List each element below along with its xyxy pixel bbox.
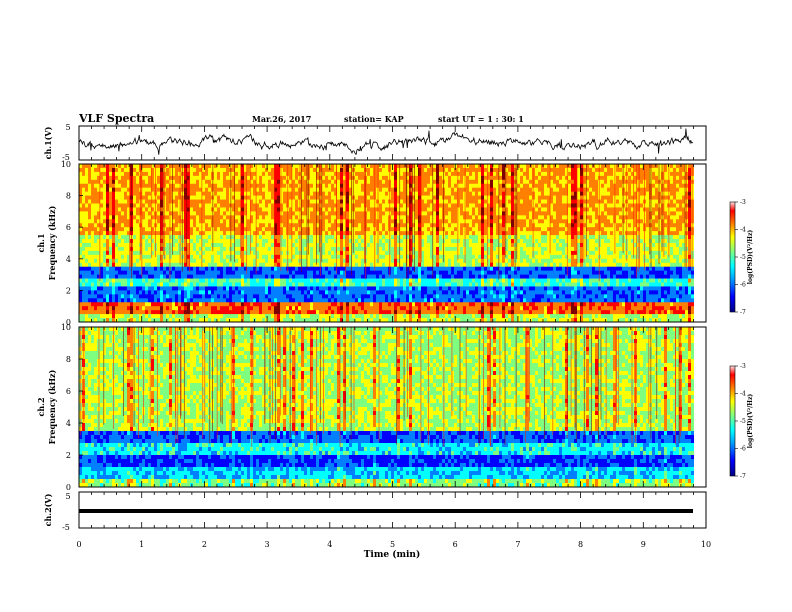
x-tick-label-0: 0 [76, 540, 81, 549]
x-tick-label-9: 9 [641, 540, 646, 549]
freq-tick-label-4: 4 [66, 255, 71, 264]
waveform-ch2-ytick-bottom: -5 [62, 523, 70, 532]
x-tick-label-6: 6 [453, 540, 458, 549]
x-tick-label-7: 7 [515, 540, 520, 549]
colorbar-ch2-gradient [729, 365, 736, 477]
station-label: station= KAP [344, 114, 404, 124]
freq-tick-label-10: 10 [61, 323, 71, 332]
colorbar-tick-label--4: -4 [740, 391, 746, 398]
waveform-ch1-panel: 5 -5 ch.1(V) [43, 123, 707, 162]
x-tick-label-5: 5 [390, 540, 395, 549]
colorbar-tick-label--7: -7 [740, 473, 746, 480]
waveform-ch1-ytick-bottom: -5 [62, 153, 70, 162]
x-tick-label-2: 2 [202, 540, 207, 549]
waveform-ch2-ticks [78, 492, 707, 528]
freq-tick-label-2: 2 [66, 286, 71, 295]
freq-tick-label-2: 2 [66, 451, 71, 460]
spectrogram-ch1-ticks [78, 164, 707, 322]
colorbar-tick-label--7: -7 [740, 309, 746, 316]
colorbar-ch1-gradient [729, 201, 736, 313]
freq-tick-label-6: 6 [66, 223, 71, 232]
freq-tick-label-10: 10 [61, 160, 71, 169]
freq-tick-label-8: 8 [66, 355, 71, 364]
x-tick-label-4: 4 [327, 540, 332, 549]
colorbar-tick-label--6: -6 [740, 282, 746, 289]
spectrogram-ch2-ytick-labels: 0 2 4 6 8 10 [61, 323, 83, 492]
colorbar-tick-label--5: -5 [740, 418, 746, 425]
spectrogram-ch2-panel: 0 2 4 6 8 10 ch.2 Frequency (kHz) -3 -4 -5 -6 -7 … [36, 323, 754, 492]
x-tick-label-10: 10 [701, 540, 711, 549]
waveform-ch1-ticks [78, 126, 707, 160]
x-tick-label-1: 1 [139, 540, 144, 549]
waveform-ch2-ylabel: ch.2(V) [43, 493, 53, 526]
colorbar-ch2-label: log(PSD)(V²/Hz) [747, 394, 754, 449]
spectrogram-cells [79, 327, 694, 488]
x-tick-label-3: 3 [265, 540, 270, 549]
x-axis-label: Time (min) [364, 549, 421, 560]
colorbar-tick-label--4: -4 [740, 227, 746, 234]
x-axis-tick-labels: 0 1 2 3 4 5 6 7 8 9 10 [76, 540, 711, 549]
spectrogram-ch1-image [79, 164, 706, 323]
spectrogram-ch1-ylabel-channel: ch.1 [36, 233, 46, 252]
spectrogram-ch1-panel: 0 2 4 6 8 10 ch.1 Frequency (kHz) -3 -4 -5 -6 -7 … [36, 160, 754, 327]
freq-tick-label-8: 8 [66, 192, 71, 201]
freq-tick-label-4: 4 [66, 419, 71, 428]
spectrogram-ch1-ytick-labels: 0 2 4 6 8 10 [61, 160, 83, 327]
figure-title: VLF Spectra [78, 112, 154, 125]
colorbar-ch1: -3 -4 -5 -6 -7 log(PSD)(V²/Hz) [729, 199, 754, 316]
colorbar-tick-label--5: -5 [740, 254, 746, 261]
start-time-label: start UT = 1 : 30: 1 [438, 114, 524, 124]
x-tick-label-8: 8 [578, 540, 583, 549]
freq-tick-label-6: 6 [66, 387, 71, 396]
colorbar-ch1-label: log(PSD)(V²/Hz) [747, 230, 754, 285]
waveform-ch1-ylabel: ch.1(V) [43, 126, 53, 159]
freq-tick-label-0: 0 [66, 483, 71, 492]
freq-tick-label-0: 0 [66, 318, 71, 327]
spectrogram-ch2-ticks [78, 327, 707, 487]
waveform-ch2-ytick-top: 5 [65, 492, 70, 501]
spectrogram-ch2-image [79, 327, 706, 488]
date-label: Mar.26, 2017 [252, 114, 311, 124]
waveform-ch1-ytick-top: 5 [65, 123, 70, 132]
colorbar-tick-label--3: -3 [740, 363, 746, 370]
colorbar-tick-label--6: -6 [740, 446, 746, 453]
spectrogram-ch1-ylabel-frequency: Frequency (kHz) [47, 205, 57, 280]
spectrogram-ch2-ylabel-channel: ch.2 [36, 397, 46, 416]
spectrogram-ch2-ylabel-frequency: Frequency (kHz) [47, 369, 57, 444]
spectrogram-cells [79, 164, 694, 323]
waveform-ch1-trace [78, 128, 694, 155]
colorbar-ch2: -3 -4 -5 -6 -7 log(PSD)(V²/Hz) [729, 363, 754, 480]
waveform-ch2-panel: 5 -5 ch.2(V) [43, 491, 707, 532]
colorbar-tick-label--3: -3 [740, 199, 746, 206]
